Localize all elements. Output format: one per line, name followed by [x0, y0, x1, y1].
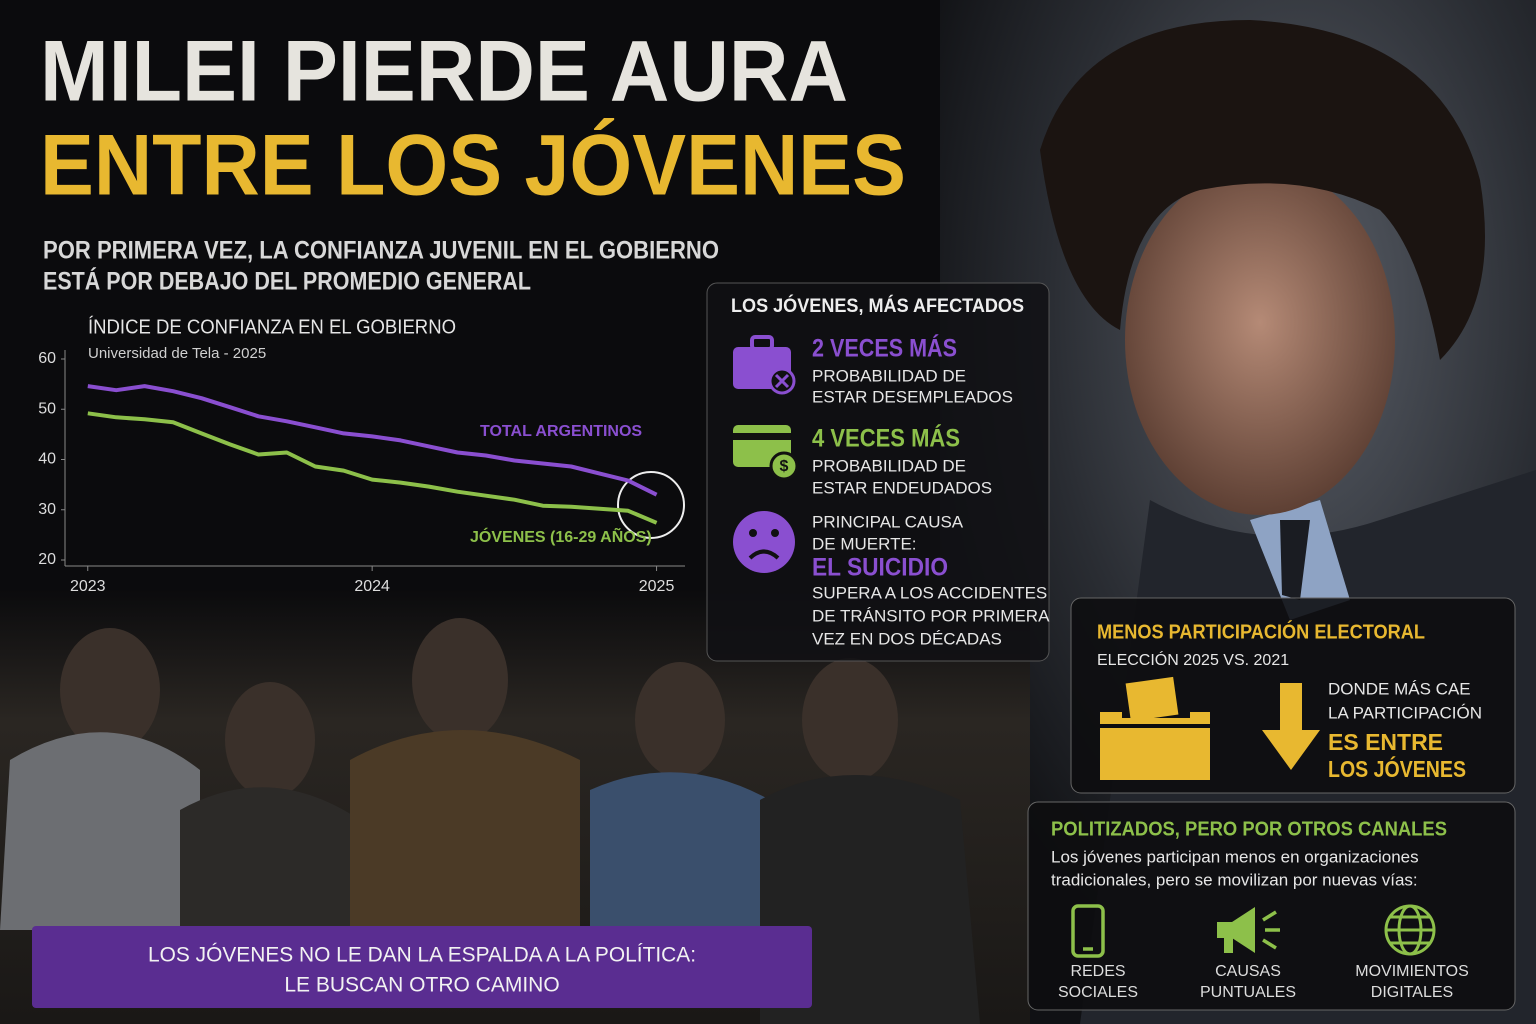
- stat-headline: 4 VECES MÁS: [812, 424, 960, 453]
- panel-text: tradicionales, pero se movilizan por nue…: [1051, 870, 1418, 889]
- panel-highlight: ES ENTRE: [1328, 729, 1443, 755]
- title-line: MILEI PIERDE AURA: [40, 24, 848, 120]
- channel-label: PUNTUALES: [1200, 984, 1296, 1001]
- stat-text: PROBABILIDAD DE: [812, 456, 966, 475]
- y-tick-label: 60: [38, 350, 56, 367]
- series-line: [87, 384, 658, 497]
- chart-subtitle: Universidad de Tela - 2025: [88, 345, 266, 362]
- channel-label: SOCIALES: [1058, 984, 1138, 1001]
- series-label: TOTAL ARGENTINOS: [480, 423, 642, 440]
- stat-headline: EL SUICIDIO: [812, 554, 948, 582]
- channel-label: DIGITALES: [1371, 984, 1453, 1001]
- y-tick-label: 40: [38, 451, 56, 468]
- globe-icon: [1384, 904, 1436, 956]
- y-tick-label: 20: [38, 551, 56, 568]
- y-tick-label: 30: [38, 501, 56, 518]
- x-tick-label: 2023: [70, 578, 106, 595]
- phone-icon: [1071, 904, 1105, 958]
- banner: [32, 926, 812, 1008]
- series-line: [87, 411, 658, 525]
- panel-text: DONDE MÁS CAE: [1328, 679, 1471, 698]
- stat-text: ESTAR ENDEUDADOS: [812, 478, 992, 497]
- svg-text:$: $: [780, 458, 789, 475]
- sad-face-icon: [733, 511, 795, 573]
- panel: [1027, 801, 1516, 1011]
- x-tick-label: 2025: [639, 578, 675, 595]
- y-tick-label: 50: [38, 400, 56, 417]
- chart-title: ÍNDICE DE CONFIANZA EN EL GOBIERNO: [88, 315, 456, 338]
- panel-text: Los jóvenes participan menos en organiza…: [1051, 847, 1419, 866]
- channel-label: MOVIMIENTOS: [1355, 963, 1469, 980]
- panel-text: LA PARTICIPACIÓN: [1328, 703, 1482, 722]
- channel-label: CAUSAS: [1215, 963, 1281, 980]
- title-line: ENTRE LOS JÓVENES: [40, 118, 906, 214]
- stat-text: PROBABILIDAD DE: [812, 366, 966, 385]
- ballot-box-icon: [1100, 676, 1210, 780]
- card-icon: $: [733, 425, 799, 481]
- crowd: [0, 618, 980, 1024]
- x-tick-label: 2024: [354, 578, 390, 595]
- panel-title: POLITIZADOS, PERO POR OTROS CANALES: [1051, 818, 1447, 840]
- subtitle: POR PRIMERA VEZ, LA CONFIANZA JUVENIL EN…: [43, 237, 719, 265]
- panel-title: LOS JÓVENES, MÁS AFECTADOS: [731, 295, 1024, 317]
- stat-text: DE TRÁNSITO POR PRIMERA: [812, 606, 1050, 625]
- stat-text: SUPERA A LOS ACCIDENTES: [812, 583, 1047, 602]
- channel-label: REDES: [1070, 963, 1125, 980]
- panel-title: MENOS PARTICIPACIÓN ELECTORAL: [1097, 619, 1425, 643]
- down-arrow-icon: [1262, 683, 1320, 770]
- stat-text: VEZ EN DOS DÉCADAS: [812, 629, 1002, 648]
- briefcase-icon: [733, 335, 796, 395]
- subtitle: ESTÁ POR DEBAJO DEL PROMEDIO GENERAL: [43, 267, 531, 296]
- stat-headline: 2 VECES MÁS: [812, 334, 957, 363]
- panel-highlight: LOS JÓVENES: [1328, 755, 1466, 782]
- series-label: JÓVENES (16-29 AÑOS): [470, 526, 652, 546]
- panel-subtitle: ELECCIÓN 2025 VS. 2021: [1097, 650, 1289, 669]
- banner-text: LE BUSCAN OTRO CAMINO: [284, 974, 559, 997]
- stat-text: PRINCIPAL CAUSA: [812, 512, 964, 531]
- chart: ÍNDICE DE CONFIANZA EN EL GOBIERNO Unive…: [38, 315, 685, 595]
- highlight-circle: [617, 471, 685, 539]
- stat-text: ESTAR DESEMPLEADOS: [812, 387, 1013, 406]
- megaphone-icon: [1217, 907, 1280, 953]
- stat-text: DE MUERTE:: [812, 534, 917, 553]
- banner-text: LOS JÓVENES NO LE DAN LA ESPALDA A LA PO…: [148, 944, 696, 967]
